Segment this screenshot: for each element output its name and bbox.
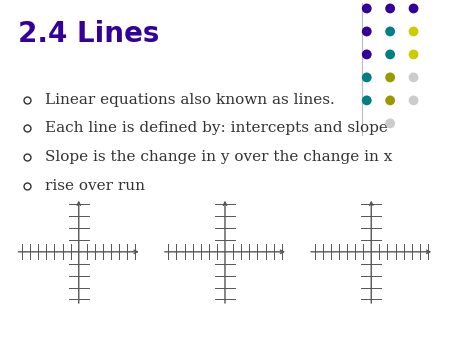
Point — [387, 52, 394, 57]
Point — [387, 75, 394, 80]
Point — [363, 29, 370, 34]
Text: rise over run: rise over run — [45, 179, 145, 193]
Point — [387, 98, 394, 103]
Point — [363, 52, 370, 57]
Text: Each line is defined by: intercepts and slope: Each line is defined by: intercepts and … — [45, 121, 388, 136]
Point — [410, 98, 417, 103]
Point — [410, 52, 417, 57]
Point — [410, 29, 417, 34]
Text: Linear equations also known as lines.: Linear equations also known as lines. — [45, 93, 335, 107]
Point — [363, 6, 370, 11]
Point — [410, 75, 417, 80]
Point — [410, 6, 417, 11]
Point — [387, 6, 394, 11]
Point — [363, 98, 370, 103]
Text: Slope is the change in y over the change in x: Slope is the change in y over the change… — [45, 150, 392, 164]
Point — [363, 75, 370, 80]
Text: 2.4 Lines: 2.4 Lines — [18, 20, 159, 48]
Point — [387, 121, 394, 126]
Point — [387, 29, 394, 34]
